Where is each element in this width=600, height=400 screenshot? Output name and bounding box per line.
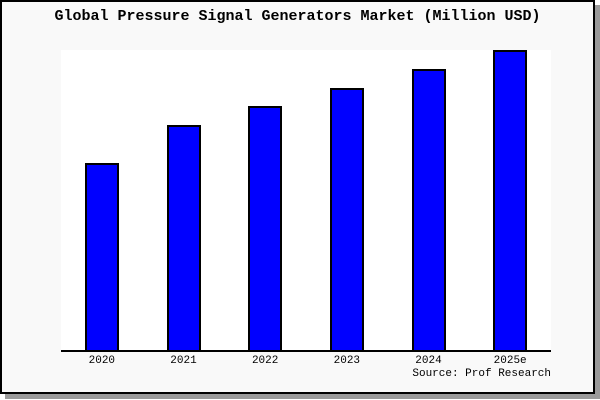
bar-2022: [248, 106, 283, 350]
source-credit: Source: Prof Research: [412, 368, 551, 380]
plot-area: [61, 50, 551, 352]
x-tick-label-2023: 2023: [333, 355, 361, 367]
bar-2025e: [493, 50, 528, 350]
x-tick-label-2022: 2022: [251, 355, 279, 367]
x-axis-labels: 2020 2021 2022 2023 2024 2025e: [61, 355, 551, 369]
bar-2020: [84, 162, 119, 350]
chart-title: Global Pressure Signal Generators Market…: [54, 8, 541, 25]
chart-box: Global Pressure Signal Generators Market…: [0, 0, 595, 394]
x-tick-label-2021: 2021: [170, 355, 197, 367]
bar-2023: [329, 87, 364, 350]
x-tick-label-2020: 2020: [88, 355, 116, 367]
x-tick-label-2025e: 2025e: [493, 355, 527, 367]
bar-2021: [166, 125, 201, 350]
bar-2024: [411, 68, 446, 350]
x-tick-label-2024: 2024: [415, 355, 442, 367]
